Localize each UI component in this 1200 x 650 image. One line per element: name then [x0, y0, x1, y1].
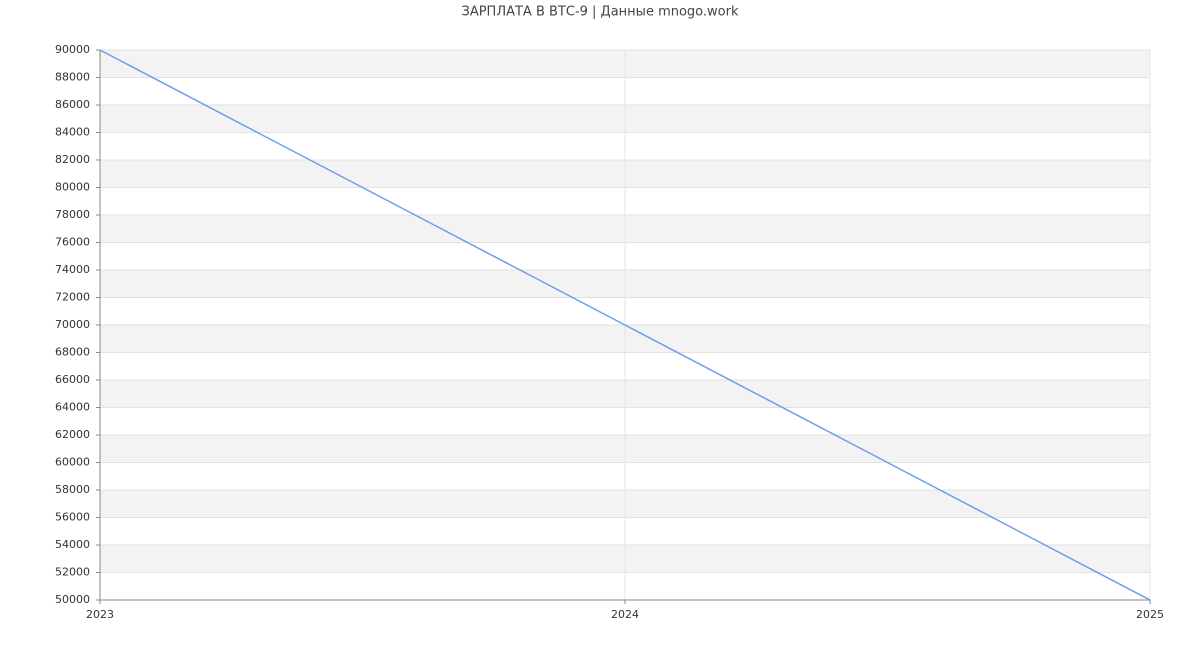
- y-tick-label: 78000: [55, 208, 90, 221]
- y-tick-label: 84000: [55, 126, 90, 139]
- x-tick-label: 2023: [86, 608, 114, 621]
- y-tick-label: 90000: [55, 43, 90, 56]
- chart-title: ЗАРПЛАТА В ВТС-9 | Данные mnogo.work: [461, 5, 738, 20]
- series-line: [99, 49, 1151, 601]
- y-tick-label: 52000: [55, 566, 90, 579]
- y-tick-label: 56000: [55, 511, 90, 524]
- y-tick-label: 86000: [55, 98, 90, 111]
- y-tick-label: 72000: [55, 291, 90, 304]
- x-tick-label: 2024: [611, 608, 639, 621]
- y-tick-label: 80000: [55, 181, 90, 194]
- y-tick-label: 66000: [55, 373, 90, 386]
- x-tick-label: 2025: [1136, 608, 1164, 621]
- y-tick-label: 70000: [55, 318, 90, 331]
- y-tick-label: 88000: [55, 71, 90, 84]
- y-tick-label: 76000: [55, 236, 90, 249]
- y-tick-label: 74000: [55, 263, 90, 276]
- y-tick-label: 62000: [55, 428, 90, 441]
- y-tick-label: 58000: [55, 483, 90, 496]
- y-tick-label: 60000: [55, 456, 90, 469]
- y-tick-label: 82000: [55, 153, 90, 166]
- y-tick-label: 54000: [55, 538, 90, 551]
- y-tick-label: 68000: [55, 346, 90, 359]
- y-tick-label: 50000: [55, 593, 90, 606]
- y-tick-label: 64000: [55, 401, 90, 414]
